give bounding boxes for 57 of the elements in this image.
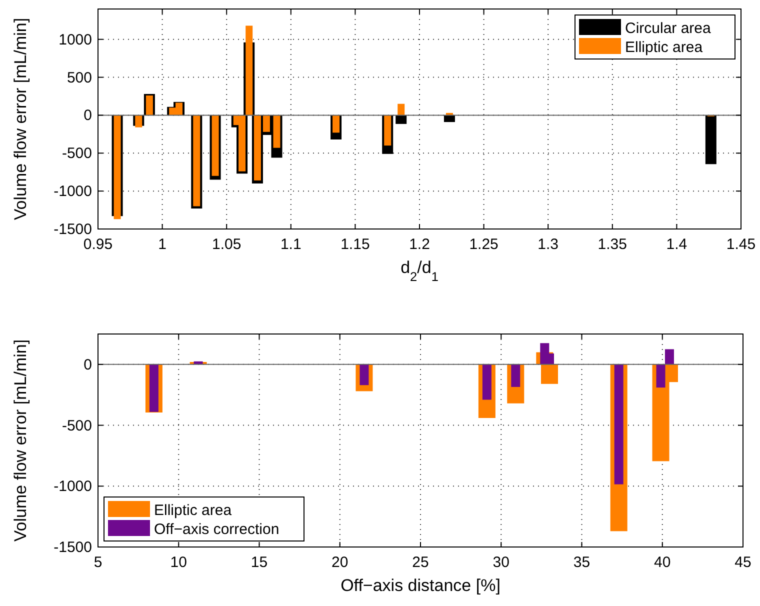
bar	[384, 115, 392, 146]
bar	[262, 115, 270, 132]
y-axis-title: Volume flow error [mL/min]	[11, 339, 30, 542]
legend-label: Elliptic area	[154, 502, 232, 519]
bar	[332, 115, 340, 133]
x-axis-title: d$_{2}$/d$_{1}$	[400, 258, 438, 284]
y-tick-label: -1000	[54, 478, 92, 496]
x-tick-label: 5	[94, 554, 102, 571]
y-tick-label: 500	[66, 69, 92, 86]
bar	[511, 364, 520, 387]
y-tick-label: -1500	[54, 539, 92, 556]
y-tick-label: -1500	[54, 221, 92, 238]
bar	[149, 364, 158, 412]
bar	[444, 115, 455, 122]
x-tick-label: 30	[492, 554, 510, 571]
x-tick-label: 1.15	[340, 236, 370, 253]
y-axis-title: Volume flow error [mL/min]	[11, 18, 30, 220]
x-tick-label: 10	[170, 554, 187, 571]
x-tick-label: 1.25	[469, 236, 498, 253]
legend-label: Off−axis correction	[154, 521, 280, 538]
y-tick-label: 0	[84, 356, 92, 374]
x-tick-label: 1.35	[598, 236, 627, 253]
legend-label: Elliptic area	[625, 39, 704, 56]
x-tick-label: 35	[573, 554, 590, 571]
x-tick-label: 1	[158, 236, 166, 253]
x-axis-title: Off−axis distance [%]	[340, 576, 500, 595]
bar	[193, 115, 200, 206]
x-tick-label: 1.45	[726, 236, 756, 253]
bar	[212, 115, 219, 176]
x-tick-label: 1.2	[409, 236, 430, 253]
bar	[246, 26, 253, 116]
x-tick-label: 1.1	[280, 236, 302, 253]
x-tick-label: 40	[654, 554, 671, 571]
y-tick-label: -1000	[54, 183, 92, 200]
y-tick-label: -500	[62, 417, 92, 434]
bar	[614, 364, 624, 484]
bar	[398, 104, 405, 116]
bar	[114, 115, 121, 220]
x-tick-label: 1.4	[666, 236, 688, 253]
bar	[396, 115, 407, 124]
x-tick-label: 1.05	[212, 236, 242, 253]
y-tick-label: 1000	[58, 31, 92, 48]
x-tick-label: 45	[734, 554, 752, 571]
y-tick-label: 0	[84, 107, 92, 124]
bar	[482, 364, 492, 400]
x-tick-label: 20	[332, 554, 348, 571]
bar	[360, 364, 369, 386]
bar	[541, 364, 558, 384]
y-tick-label: -500	[62, 145, 92, 162]
x-tick-label: 0.95	[83, 236, 113, 253]
bar	[705, 115, 716, 164]
bar	[273, 115, 280, 148]
x-tick-label: 1.3	[538, 236, 559, 253]
legend-label: Circular area	[625, 20, 712, 37]
bar	[254, 115, 261, 180]
x-tick-label: 15	[250, 554, 268, 571]
x-tick-label: 25	[412, 554, 429, 571]
